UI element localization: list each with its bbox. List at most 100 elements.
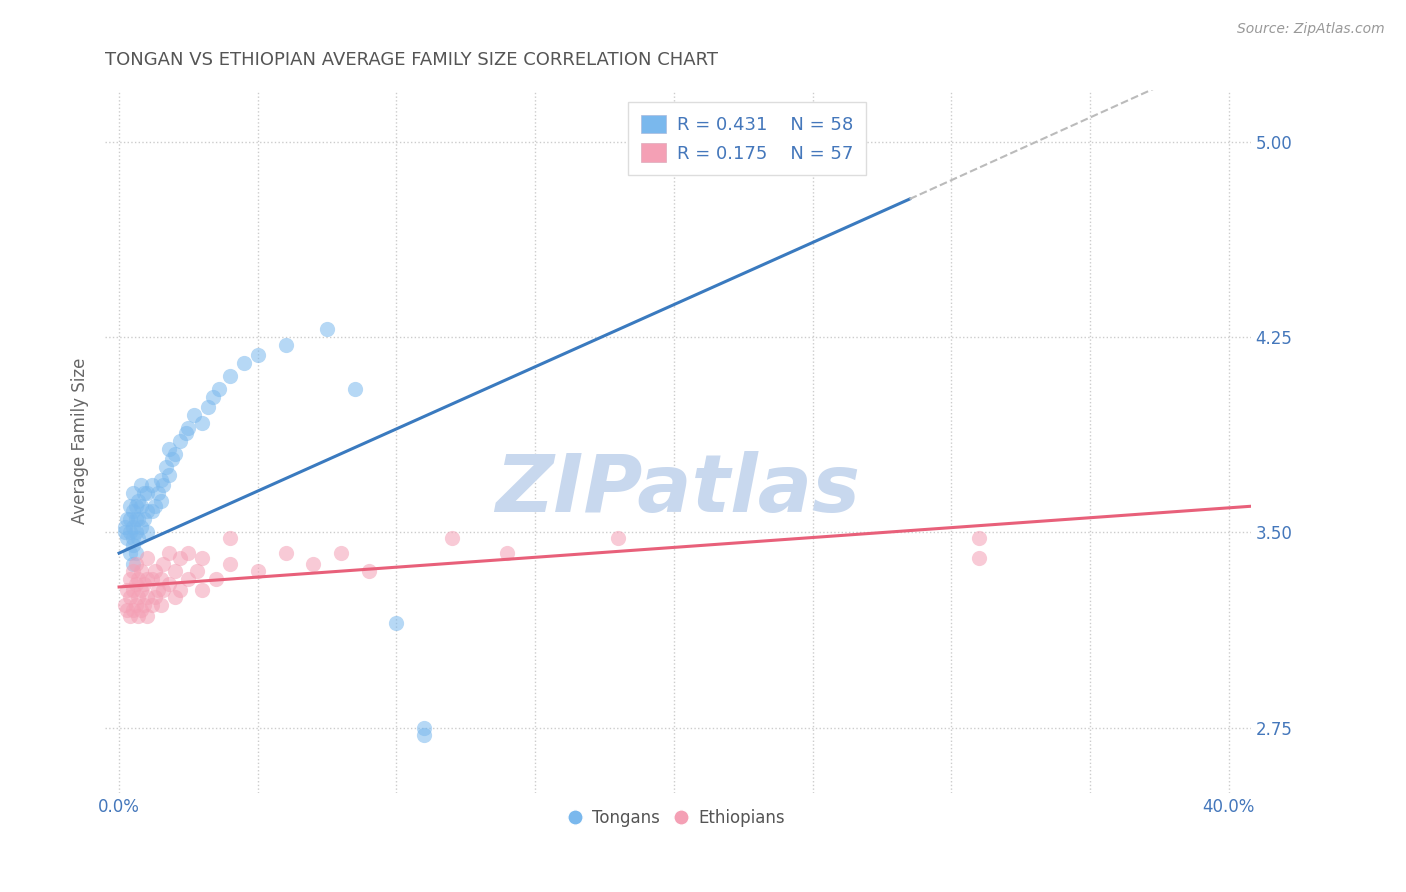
Point — [132, 512, 155, 526]
Point — [302, 557, 325, 571]
Point — [413, 721, 436, 735]
Text: TONGAN VS ETHIOPIAN AVERAGE FAMILY SIZE CORRELATION CHART: TONGAN VS ETHIOPIAN AVERAGE FAMILY SIZE … — [105, 51, 718, 69]
Point — [125, 500, 148, 514]
Point — [967, 531, 990, 545]
Point — [149, 572, 172, 586]
Point — [246, 348, 269, 362]
Point — [163, 591, 186, 605]
Point — [357, 565, 380, 579]
Point — [128, 512, 150, 526]
Point — [117, 582, 139, 597]
Point — [149, 598, 172, 612]
Point — [152, 582, 174, 597]
Point — [135, 572, 157, 586]
Point — [208, 382, 231, 396]
Point — [132, 577, 155, 591]
Point — [122, 603, 145, 617]
Point — [120, 525, 142, 540]
Point — [125, 557, 148, 571]
Point — [160, 452, 183, 467]
Point — [197, 401, 219, 415]
Point — [163, 447, 186, 461]
Point — [155, 460, 177, 475]
Point — [135, 504, 157, 518]
Point — [125, 512, 148, 526]
Point — [143, 591, 166, 605]
Point — [120, 572, 142, 586]
Point — [316, 322, 339, 336]
Point — [385, 616, 408, 631]
Point — [440, 531, 463, 545]
Point — [122, 557, 145, 571]
Point — [177, 546, 200, 560]
Point — [174, 426, 197, 441]
Point — [132, 598, 155, 612]
Point — [135, 608, 157, 623]
Point — [143, 565, 166, 579]
Point — [191, 582, 214, 597]
Point — [169, 582, 191, 597]
Point — [232, 356, 254, 370]
Point — [146, 582, 169, 597]
Point — [157, 442, 180, 456]
Point — [141, 572, 163, 586]
Point — [122, 520, 145, 534]
Point — [141, 598, 163, 612]
Point — [186, 565, 208, 579]
Point — [135, 486, 157, 500]
Point — [122, 531, 145, 545]
Point — [129, 565, 152, 579]
Point — [157, 546, 180, 560]
Point — [274, 546, 297, 560]
Point — [607, 531, 630, 545]
Point — [120, 608, 142, 623]
Point — [114, 520, 136, 534]
Point — [169, 551, 191, 566]
Point — [343, 382, 366, 396]
Point — [128, 494, 150, 508]
Point — [120, 500, 142, 514]
Point — [114, 525, 136, 540]
Point — [114, 598, 136, 612]
Point — [129, 603, 152, 617]
Point — [202, 390, 225, 404]
Point — [135, 525, 157, 540]
Point — [157, 468, 180, 483]
Point — [191, 551, 214, 566]
Point — [149, 494, 172, 508]
Point — [120, 546, 142, 560]
Point — [163, 565, 186, 579]
Point — [219, 369, 242, 384]
Point — [128, 608, 150, 623]
Point — [120, 512, 142, 526]
Point — [177, 572, 200, 586]
Point — [117, 512, 139, 526]
Point — [413, 728, 436, 742]
Point — [169, 434, 191, 449]
Point — [128, 572, 150, 586]
Point — [143, 500, 166, 514]
Point — [132, 486, 155, 500]
Point — [219, 557, 242, 571]
Point — [125, 546, 148, 560]
Text: Source: ZipAtlas.com: Source: ZipAtlas.com — [1237, 22, 1385, 37]
Point — [117, 531, 139, 545]
Point — [129, 582, 152, 597]
Point — [205, 572, 228, 586]
Point — [246, 565, 269, 579]
Point — [120, 591, 142, 605]
Point — [122, 504, 145, 518]
Point — [129, 478, 152, 492]
Point — [274, 338, 297, 352]
Point — [152, 478, 174, 492]
Point — [177, 421, 200, 435]
Point — [135, 591, 157, 605]
Legend: Tongans, Ethiopians: Tongans, Ethiopians — [564, 802, 792, 833]
Point — [330, 546, 353, 560]
Point — [128, 591, 150, 605]
Point — [122, 486, 145, 500]
Point — [122, 565, 145, 579]
Point — [149, 473, 172, 487]
Y-axis label: Average Family Size: Average Family Size — [72, 358, 89, 524]
Point — [128, 531, 150, 545]
